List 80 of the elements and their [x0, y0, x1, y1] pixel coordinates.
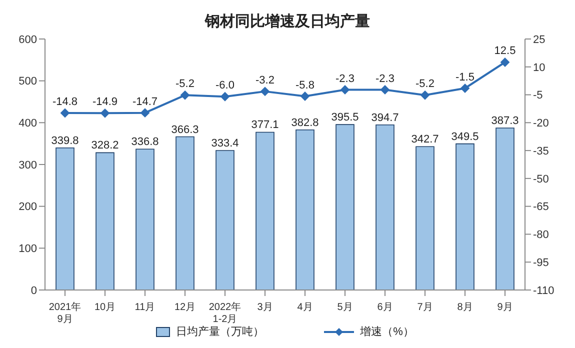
data-label: -14.8: [52, 96, 78, 108]
data-label: 336.8: [131, 136, 159, 148]
data-label: 387.3: [491, 114, 519, 127]
data-label: -5.8: [296, 79, 314, 92]
data-label: -5.2: [416, 78, 434, 90]
bar: [56, 147, 74, 290]
legend-label: 日均产量（万吨）: [176, 324, 264, 339]
x-tick-label: 7月: [417, 302, 433, 313]
x-tick-label: 11月: [134, 302, 156, 313]
bar: [416, 146, 434, 290]
y2-tick-label: -5: [533, 90, 543, 102]
point: [340, 85, 350, 94]
data-label: -2.3: [336, 72, 354, 85]
data-label: 12.5: [494, 45, 516, 58]
x-tick-label: 5月: [337, 302, 353, 313]
data-label: 333.4: [211, 138, 239, 150]
x-tick-label: 3月: [257, 302, 273, 313]
point: [460, 84, 470, 93]
y-tick-label: 500: [18, 76, 37, 88]
y2-tick-label: -95: [533, 257, 549, 270]
x-tick-label: 10月: [94, 302, 116, 313]
data-label: 366.3: [171, 124, 199, 136]
data-label: -6.0: [216, 80, 234, 92]
data-label: 349.5: [451, 130, 479, 143]
y2-tick-label: 25: [533, 34, 546, 46]
x-tick-label: 12月: [174, 302, 196, 313]
y2-tick-label: -110: [533, 284, 554, 297]
data-label: -14.9: [92, 96, 118, 108]
x-tick-label: 8月: [457, 302, 473, 313]
bar: [96, 152, 114, 290]
bar: [456, 143, 474, 290]
point: [220, 92, 230, 102]
data-label: -5.2: [176, 78, 194, 90]
point: [260, 86, 270, 96]
x-tick-label: 2022年 1-2月: [208, 301, 242, 325]
point: [300, 92, 310, 101]
data-label: -2.3: [376, 72, 394, 85]
point: [420, 90, 430, 100]
x-tick-label: 2021年 9月: [48, 301, 82, 325]
bar: [216, 150, 234, 290]
y2-tick-label: 10: [533, 62, 546, 74]
data-label: 377.1: [251, 119, 279, 132]
bar: [136, 148, 154, 290]
y2-tick-label: -35: [533, 145, 549, 158]
data-label: 395.5: [331, 112, 359, 124]
bar: [336, 124, 354, 290]
data-label: -14.7: [132, 96, 158, 108]
bar: [256, 132, 274, 290]
bar: [176, 136, 194, 290]
y-tick-label: 100: [18, 243, 37, 256]
data-label: -1.5: [456, 71, 474, 84]
data-label: 342.7: [411, 134, 439, 146]
chart-title: 钢材同比增速及日均产量: [204, 12, 371, 31]
y2-tick-label: -50: [533, 173, 549, 186]
data-label: 382.8: [291, 116, 319, 129]
point: [180, 90, 190, 100]
y-tick-label: 0: [30, 284, 37, 297]
y-tick-label: 400: [18, 118, 37, 130]
point: [60, 108, 70, 118]
bar: [376, 124, 394, 290]
y2-tick-label: -80: [533, 229, 549, 242]
bar: [496, 128, 514, 290]
x-tick-label: 9月: [497, 302, 513, 313]
bar: [296, 129, 314, 290]
point: [380, 85, 390, 94]
y-tick-label: 300: [18, 159, 37, 172]
data-label: -3.2: [256, 74, 274, 86]
data-label: 328.2: [91, 140, 119, 152]
data-label: 394.7: [371, 112, 399, 124]
point: [500, 58, 510, 67]
data-label: 339.8: [51, 134, 79, 147]
legend-label: 增速（%）: [360, 325, 414, 339]
y2-tick-label: -65: [533, 201, 549, 214]
y2-tick-label: -20: [533, 118, 549, 130]
point: [140, 108, 150, 118]
x-tick-label: 4月: [297, 302, 313, 313]
y-tick-label: 600: [18, 34, 37, 46]
point: [100, 108, 110, 118]
x-tick-label: 6月: [377, 302, 393, 313]
y-tick-label: 200: [18, 201, 37, 214]
